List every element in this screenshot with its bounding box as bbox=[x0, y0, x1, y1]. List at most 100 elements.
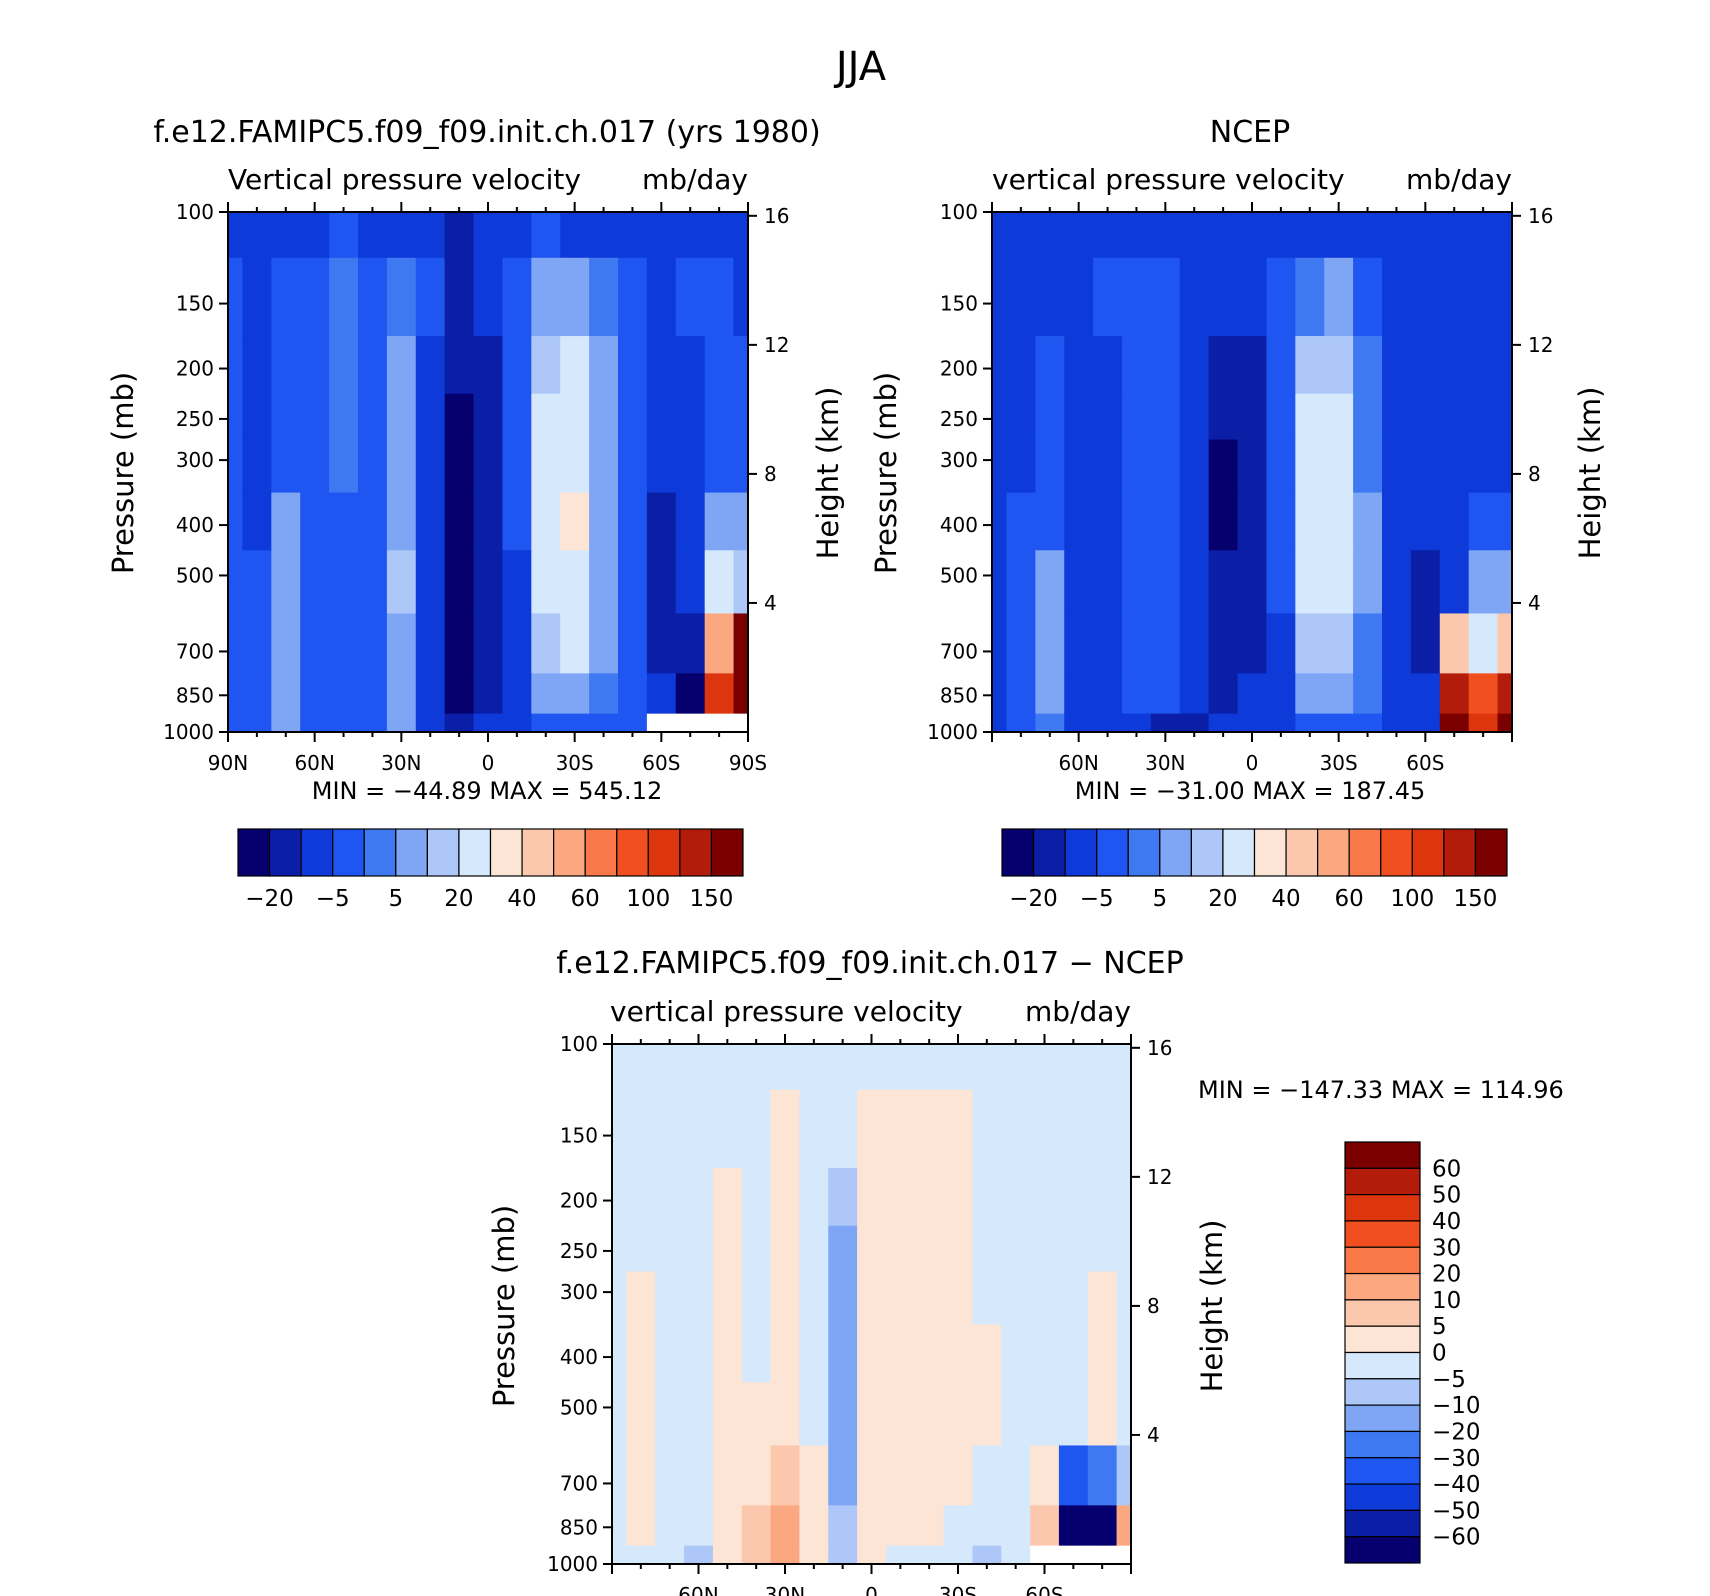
colorbar-label: 5 bbox=[1152, 886, 1167, 912]
heatmap-cell bbox=[684, 1168, 714, 1227]
pressure-tick-label: 200 bbox=[176, 357, 214, 381]
pressure-tick-label: 150 bbox=[176, 292, 214, 316]
heatmap-cell bbox=[1468, 492, 1499, 551]
heatmap-cell bbox=[1468, 393, 1499, 441]
heatmap-cell bbox=[1087, 1445, 1118, 1506]
heatmap-cell bbox=[1237, 713, 1268, 733]
colorbar-label: 40 bbox=[1432, 1209, 1461, 1235]
heatmap-cell bbox=[992, 212, 1008, 259]
heatmap-cell bbox=[386, 673, 417, 715]
heatmap-cell bbox=[741, 1505, 772, 1547]
heatmap-cell bbox=[589, 613, 619, 674]
heatmap-cell bbox=[646, 439, 677, 494]
heatmap-cell bbox=[885, 1044, 916, 1091]
colorbar-swatch bbox=[1344, 1246, 1421, 1275]
heatmap-cell bbox=[857, 1225, 887, 1273]
heatmap-cell bbox=[914, 1044, 945, 1091]
colorbar-label: 100 bbox=[1390, 886, 1434, 912]
heatmap-cell bbox=[329, 613, 359, 674]
heatmap-cell bbox=[1353, 492, 1383, 551]
heatmap-cell bbox=[646, 212, 677, 259]
heatmap-cell bbox=[655, 1324, 685, 1383]
heatmap-cell bbox=[300, 212, 330, 259]
colorbar-label: 150 bbox=[1453, 886, 1497, 912]
heatmap-cell bbox=[358, 713, 388, 733]
pressure-tick-label: 400 bbox=[560, 1345, 598, 1369]
lat-tick-label: 60S bbox=[1025, 1583, 1063, 1596]
heatmap-cell bbox=[502, 336, 532, 395]
heatmap-cell bbox=[712, 1324, 743, 1383]
heatmap-cell bbox=[1150, 439, 1181, 494]
colorbar-swatch bbox=[1344, 1430, 1421, 1459]
heatmap-cell bbox=[473, 492, 504, 551]
heatmap-cell bbox=[1208, 336, 1239, 395]
heatmap-cell bbox=[242, 336, 272, 395]
heatmap-cell bbox=[857, 1089, 887, 1169]
heatmap-cell bbox=[1064, 257, 1094, 337]
panel-title: f.e12.FAMIPC5.f09_f09.init.ch.017 (yrs 1… bbox=[153, 115, 820, 150]
heatmap-cell bbox=[943, 1271, 974, 1326]
height-tick-label: 12 bbox=[1528, 333, 1553, 357]
heatmap-cell bbox=[1266, 673, 1296, 715]
heatmap-cell bbox=[626, 1271, 656, 1326]
colorbar-swatch bbox=[1222, 828, 1256, 877]
heatmap-cell bbox=[1035, 257, 1065, 337]
heatmap-cell bbox=[1208, 673, 1239, 715]
heatmap-cell bbox=[560, 673, 590, 715]
pressure-axis-label: Pressure (mb) bbox=[869, 372, 903, 574]
heatmap-cell bbox=[612, 1545, 628, 1565]
heatmap-cell bbox=[1093, 613, 1123, 674]
heatmap-cell bbox=[972, 1271, 1002, 1326]
heatmap-cell bbox=[1030, 1044, 1060, 1091]
heatmap-cell bbox=[704, 212, 735, 259]
heatmap-cell bbox=[1122, 673, 1152, 715]
colorbar-label: −50 bbox=[1432, 1498, 1481, 1524]
colorbar-label: 60 bbox=[571, 886, 600, 912]
heatmap-cell bbox=[1353, 673, 1383, 715]
heatmap-cell bbox=[1087, 1089, 1118, 1169]
heatmap-cell bbox=[1237, 393, 1268, 441]
pressure-tick-label: 100 bbox=[560, 1032, 598, 1056]
heatmap-cell bbox=[1006, 393, 1036, 441]
heatmap-cell bbox=[828, 1382, 858, 1447]
colorbar-swatch bbox=[1096, 828, 1129, 877]
heatmap-cell bbox=[228, 336, 244, 395]
heatmap-cell bbox=[770, 1445, 801, 1506]
heatmap-cell bbox=[1208, 492, 1239, 551]
heatmap-cell bbox=[1439, 550, 1470, 615]
heatmap-cell bbox=[1324, 550, 1354, 615]
heatmap-cell bbox=[444, 550, 475, 615]
heatmap-cell bbox=[885, 1225, 916, 1273]
heatmap-cell bbox=[1237, 492, 1268, 551]
heatmap-cell bbox=[733, 336, 749, 395]
heatmap-cell bbox=[271, 713, 301, 733]
heatmap-cell bbox=[1030, 1271, 1060, 1326]
heatmap-cell bbox=[646, 336, 677, 395]
heatmap-cell bbox=[358, 393, 388, 441]
heatmap-cell bbox=[770, 1089, 801, 1169]
pressure-tick-label: 300 bbox=[940, 448, 978, 472]
heatmap-cell bbox=[770, 1382, 801, 1447]
heatmap-cell bbox=[799, 1271, 829, 1326]
heatmap-cell bbox=[972, 1044, 1002, 1091]
heatmap-cell bbox=[300, 673, 330, 715]
heatmap-cell bbox=[646, 257, 677, 337]
heatmap-cell bbox=[473, 439, 504, 494]
heatmap-cell bbox=[228, 613, 244, 674]
heatmap-cell bbox=[626, 1089, 656, 1169]
heatmap-cell bbox=[1064, 550, 1094, 615]
heatmap-cell bbox=[618, 713, 648, 733]
heatmap-cell bbox=[502, 439, 532, 494]
heatmap-cell bbox=[1006, 336, 1036, 395]
heatmap-cell bbox=[531, 212, 561, 259]
heatmap-cell bbox=[943, 1382, 974, 1447]
heatmap-cell bbox=[684, 1445, 714, 1506]
pressure-tick-label: 700 bbox=[560, 1471, 598, 1495]
heatmap-cell bbox=[741, 1168, 772, 1227]
heatmap-cell bbox=[329, 550, 359, 615]
heatmap-cell bbox=[358, 550, 388, 615]
colorbar-swatch bbox=[584, 828, 618, 877]
lat-tick-label: 30S bbox=[1320, 751, 1358, 775]
min-max-label: MIN = −147.33 MAX = 114.96 bbox=[1198, 1076, 1564, 1104]
pressure-tick-label: 250 bbox=[940, 407, 978, 431]
